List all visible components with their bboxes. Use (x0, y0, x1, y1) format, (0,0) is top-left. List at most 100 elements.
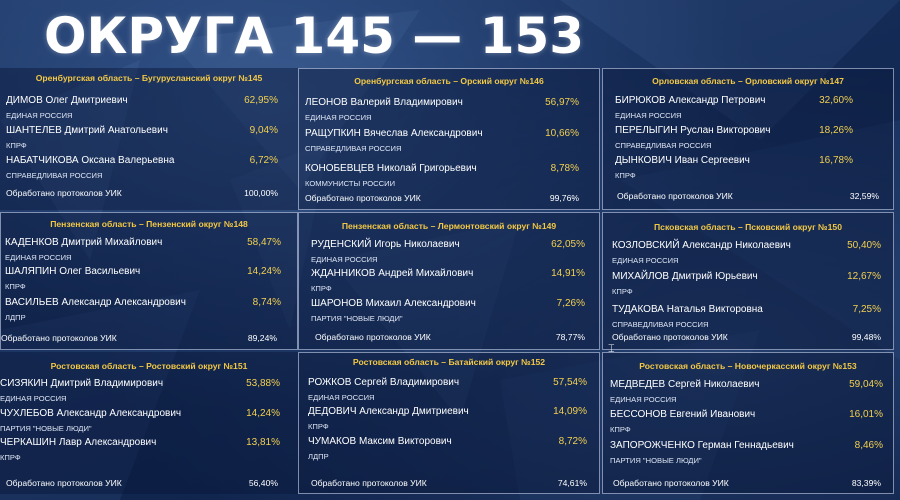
candidate-row: РУДЕНСКИЙ Игорь Николаевич 62,05% ЕДИНАЯ… (311, 239, 585, 269)
district-card-148: Пензенская область – Пензенский округ №1… (0, 212, 298, 350)
candidate-percent: 6,72% (249, 155, 278, 166)
protocols-label: Обработано протоколов УИК (315, 332, 431, 342)
candidate-percent: 62,95% (244, 95, 278, 106)
protocols-row: Обработано протоколов УИК 99,76% (305, 193, 579, 207)
candidate-name: ШАРОНОВ Михаил Александрович (311, 298, 476, 309)
district-title: Оренбургская область – Бугурусланский ок… (35, 73, 263, 83)
district-title: Псковская область – Псковский округ №150 (654, 222, 842, 232)
candidate-name: МИХАЙЛОВ Дмитрий Юрьевич (612, 271, 758, 282)
candidate-name: КОЗЛОВСКИЙ Александр Николаевич (612, 240, 791, 251)
candidate-row: ЧУХЛЕБОВ Александр Александрович 14,24% … (0, 408, 280, 438)
candidate-percent: 50,40% (847, 240, 881, 251)
candidate-row: МИХАЙЛОВ Дмитрий Юрьевич 12,67% КПРФ (612, 271, 881, 301)
protocols-value: 78,77% (555, 332, 585, 342)
candidate-name: ДЕДОВИЧ Александр Дмитриевич (308, 406, 469, 417)
candidate-percent: 14,09% (553, 406, 587, 417)
candidate-party: ПАРТИЯ "НОВЫЕ ЛЮДИ" (610, 456, 702, 465)
candidate-percent: 13,81% (246, 437, 280, 448)
candidate-party: ЛДПР (5, 313, 26, 322)
protocols-label: Обработано протоколов УИК (612, 332, 728, 342)
candidate-row: ЛЕОНОВ Валерий Владимирович 56,97% ЕДИНА… (305, 97, 579, 127)
district-card-152: Ростовская область – Батайский округ №15… (298, 352, 600, 494)
candidate-row: ДЕДОВИЧ Александр Дмитриевич 14,09% КПРФ (308, 406, 587, 436)
candidate-party: ЕДИНАЯ РОССИЯ (6, 111, 73, 120)
candidate-party: СПРАВЕДЛИВАЯ РОССИЯ (305, 144, 402, 153)
candidate-name: ДЫНКОВИЧ Иван Сергеевич (615, 155, 750, 166)
candidate-party: ЕДИНАЯ РОССИЯ (0, 394, 67, 403)
candidate-name: ЖДАННИКОВ Андрей Михайлович (311, 268, 474, 279)
candidate-row: ШАРОНОВ Михаил Александрович 7,26% ПАРТИ… (311, 298, 585, 328)
candidate-row: ЧУМАКОВ Максим Викторович 8,72% ЛДПР (308, 436, 587, 466)
protocols-value: 99,48% (851, 332, 881, 342)
candidate-row: НАБАТЧИКОВА Оксана Валерьевна 6,72% СПРА… (6, 155, 278, 185)
candidate-row: КОНОБЕВЦЕВ Николай Григорьевич 8,78% КОМ… (305, 163, 579, 193)
protocols-label: Обработано протоколов УИК (305, 193, 421, 203)
protocols-row: Обработано протоколов УИК 99,48% (612, 332, 881, 346)
candidate-percent: 56,97% (545, 97, 579, 108)
candidate-name: МЕДВЕДЕВ Сергей Николаевич (610, 379, 760, 390)
candidate-name: ДИМОВ Олег Дмитриевич (6, 95, 128, 106)
candidate-percent: 57,54% (553, 377, 587, 388)
candidate-party: КПРФ (311, 284, 332, 293)
candidate-percent: 14,24% (247, 266, 281, 277)
candidate-row: РОЖКОВ Сергей Владимирович 57,54% ЕДИНАЯ… (308, 377, 587, 407)
protocols-value: 74,61% (557, 478, 587, 488)
candidate-percent: 16,01% (849, 409, 883, 420)
candidate-percent: 18,26% (819, 125, 853, 136)
candidate-percent: 58,47% (247, 237, 281, 248)
protocols-row: Обработано протоколов УИК 32,59% (617, 191, 879, 205)
candidate-row: ВАСИЛЬЕВ Александр Александрович 8,74% Л… (5, 297, 281, 327)
candidate-row: КОЗЛОВСКИЙ Александр Николаевич 50,40% Е… (612, 240, 881, 270)
candidate-row: ЧЕРКАШИН Лавр Александрович 13,81% КПРФ (0, 437, 280, 467)
candidate-name: ЧУМАКОВ Максим Викторович (308, 436, 452, 447)
district-title: Орловская область – Орловский округ №147 (652, 76, 844, 86)
candidate-name: ШАНТЕЛЕВ Дмитрий Анатольевич (6, 125, 168, 136)
candidate-party: СПРАВЕДЛИВАЯ РОССИЯ (6, 171, 103, 180)
protocols-label: Обработано протоколов УИК (6, 478, 122, 488)
candidate-party: КПРФ (615, 171, 636, 180)
district-title: Ростовская область – Ростовский округ №1… (50, 361, 248, 371)
district-card-151: Ростовская область – Ростовский округ №1… (0, 352, 298, 494)
candidate-percent: 8,78% (550, 163, 579, 174)
district-title: Ростовская область – Батайский округ №15… (352, 357, 546, 367)
candidate-name: ЛЕОНОВ Валерий Владимирович (305, 97, 463, 108)
protocols-row: Обработано протоколов УИК 78,77% (315, 332, 585, 346)
district-card-153: Ростовская область – Новочеркасский окру… (602, 352, 894, 494)
candidate-name: ЗАПОРОЖЧЕНКО Герман Геннадьевич (610, 440, 794, 451)
candidate-name: БИРЮКОВ Александр Петрович (615, 95, 766, 106)
candidate-percent: 32,60% (819, 95, 853, 106)
candidate-percent: 8,46% (854, 440, 883, 451)
candidate-percent: 53,88% (246, 378, 280, 389)
candidate-row: КАДЕНКОВ Дмитрий Михайлович 58,47% ЕДИНА… (5, 237, 281, 267)
candidate-row: ПЕРЕЛЫГИН Руслан Викторович 18,26% СПРАВ… (615, 125, 853, 155)
candidate-party: ЕДИНАЯ РОССИЯ (311, 255, 378, 264)
candidate-party: КПРФ (5, 282, 26, 291)
protocols-value: 89,24% (247, 333, 277, 343)
candidate-party: КПРФ (6, 141, 27, 150)
candidate-percent: 7,26% (556, 298, 585, 309)
candidate-name: НАБАТЧИКОВА Оксана Валерьевна (6, 155, 175, 166)
candidate-percent: 59,04% (849, 379, 883, 390)
protocols-value: 32,59% (849, 191, 879, 201)
candidate-party: КПРФ (308, 422, 329, 431)
candidate-row: РАЩУПКИН Вячеслав Александрович 10,66% С… (305, 128, 579, 158)
candidate-party: КПРФ (612, 287, 633, 296)
candidate-party: ПАРТИЯ "НОВЫЕ ЛЮДИ" (0, 424, 92, 433)
candidate-row: ШАНТЕЛЕВ Дмитрий Анатольевич 9,04% КПРФ (6, 125, 278, 155)
protocols-row: Обработано протоколов УИК 74,61% (311, 478, 587, 492)
candidate-row: СИЗЯКИН Дмитрий Владимирович 53,88% ЕДИН… (0, 378, 280, 408)
page-title: ОКРУГА 145 — 153 (44, 7, 585, 65)
candidate-row: БЕССОНОВ Евгений Иванович 16,01% КПРФ (610, 409, 883, 439)
candidate-percent: 9,04% (249, 125, 278, 136)
candidate-percent: 14,91% (551, 268, 585, 279)
candidate-row: ШАЛЯПИН Олег Васильевич 14,24% КПРФ (5, 266, 281, 296)
district-title: Ростовская область – Новочеркасский окру… (639, 361, 857, 371)
protocols-label: Обработано протоколов УИК (6, 188, 122, 198)
candidate-percent: 8,74% (252, 297, 281, 308)
protocols-row: Обработано протоколов УИК 56,40% (6, 478, 278, 492)
candidate-row: МЕДВЕДЕВ Сергей Николаевич 59,04% ЕДИНАЯ… (610, 379, 883, 409)
candidate-percent: 14,24% (246, 408, 280, 419)
candidate-percent: 7,25% (852, 304, 881, 315)
candidate-row: ДЫНКОВИЧ Иван Сергеевич 16,78% КПРФ (615, 155, 853, 185)
candidate-row: ЖДАННИКОВ Андрей Михайлович 14,91% КПРФ (311, 268, 585, 298)
